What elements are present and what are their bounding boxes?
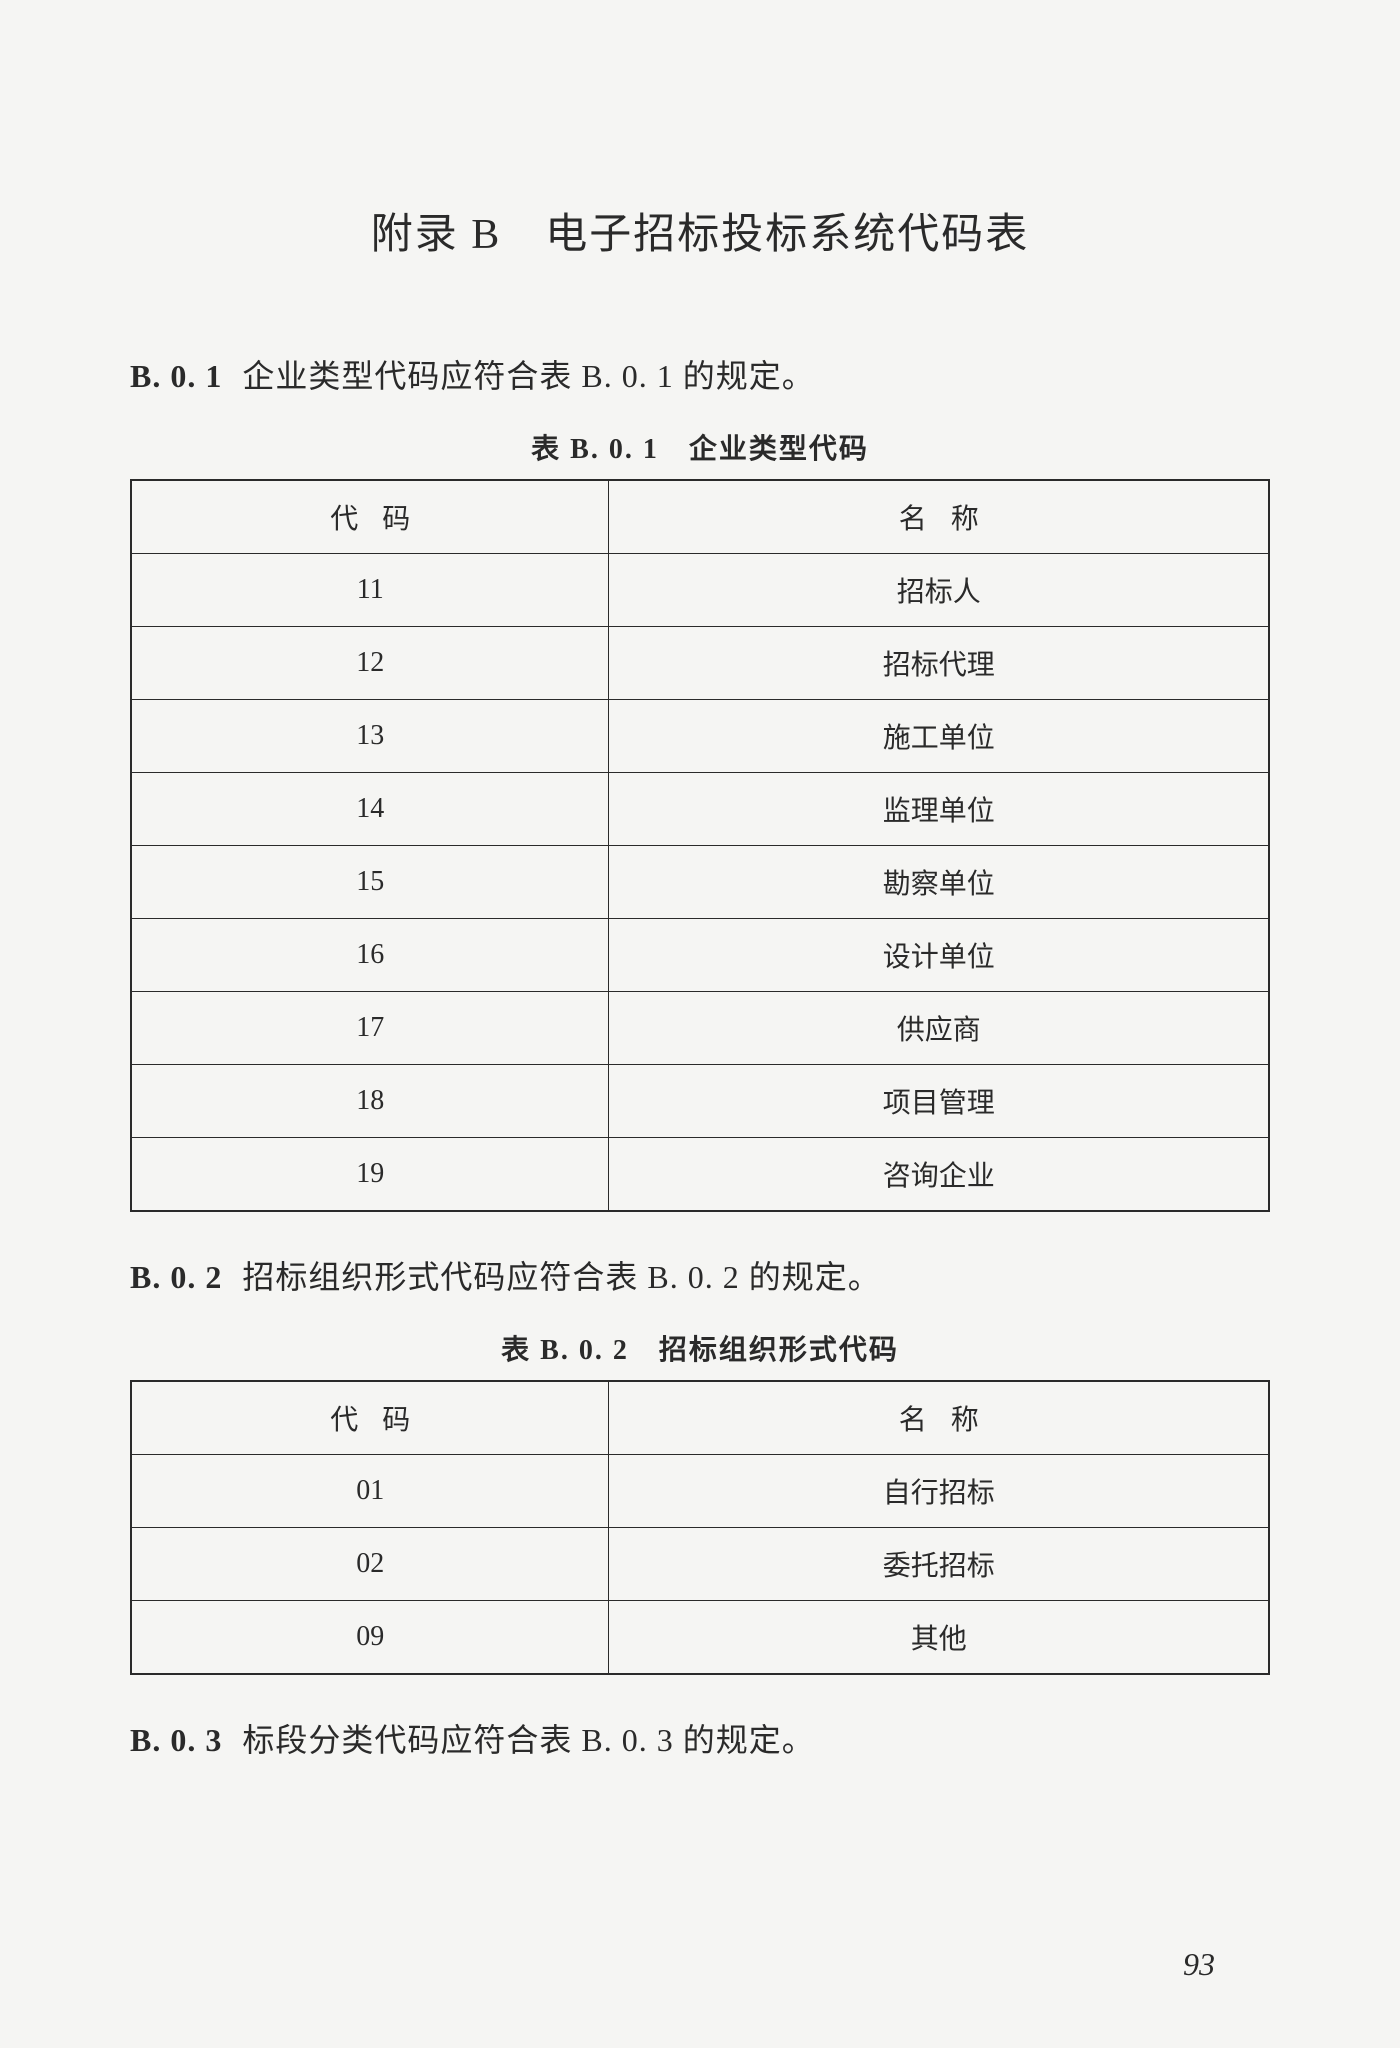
table-row: 14 监理单位 — [131, 773, 1269, 846]
cell-code: 14 — [131, 773, 609, 846]
cell-code: 17 — [131, 992, 609, 1065]
cell-code: 15 — [131, 846, 609, 919]
table-b02-caption: 表 B. 0. 2 招标组织形式代码 — [130, 1328, 1270, 1368]
table-header-name: 名称 — [609, 480, 1269, 554]
cell-name: 自行招标 — [609, 1455, 1269, 1528]
cell-name: 咨询企业 — [609, 1138, 1269, 1212]
table-header-code: 代码 — [131, 1381, 609, 1455]
section-b02-num: B. 0. 2 — [130, 1259, 222, 1295]
table-row: 13 施工单位 — [131, 700, 1269, 773]
cell-code: 18 — [131, 1065, 609, 1138]
table-row: 12 招标代理 — [131, 627, 1269, 700]
cell-code: 01 — [131, 1455, 609, 1528]
cell-name: 委托招标 — [609, 1528, 1269, 1601]
cell-name: 项目管理 — [609, 1065, 1269, 1138]
table-row: 代码 名称 — [131, 480, 1269, 554]
table-row: 17 供应商 — [131, 992, 1269, 1065]
cell-name: 设计单位 — [609, 919, 1269, 992]
section-b02-text: 招标组织形式代码应符合表 B. 0. 2 的规定。 — [242, 1259, 880, 1295]
table-row: 02 委托招标 — [131, 1528, 1269, 1601]
section-b03-header: B. 0. 3 标段分类代码应符合表 B. 0. 3 的规定。 — [130, 1715, 1270, 1761]
table-row: 代码 名称 — [131, 1381, 1269, 1455]
page-title: 附录 B 电子招标投标系统代码表 — [130, 200, 1270, 261]
cell-name: 招标人 — [609, 554, 1269, 627]
table-row: 19 咨询企业 — [131, 1138, 1269, 1212]
section-b01-num: B. 0. 1 — [130, 358, 222, 394]
cell-code: 13 — [131, 700, 609, 773]
section-b03-text: 标段分类代码应符合表 B. 0. 3 的规定。 — [242, 1722, 814, 1758]
cell-code: 02 — [131, 1528, 609, 1601]
table-row: 18 项目管理 — [131, 1065, 1269, 1138]
table-header-name: 名称 — [609, 1381, 1269, 1455]
table-b02: 代码 名称 01 自行招标 02 委托招标 09 其他 — [130, 1380, 1270, 1675]
page-number: 93 — [1183, 1946, 1215, 1983]
cell-name: 其他 — [609, 1601, 1269, 1675]
table-b01: 代码 名称 11 招标人 12 招标代理 13 施工单位 14 监理单位 15 … — [130, 479, 1270, 1212]
section-b01-header: B. 0. 1 企业类型代码应符合表 B. 0. 1 的规定。 — [130, 351, 1270, 397]
cell-name: 供应商 — [609, 992, 1269, 1065]
table-row: 16 设计单位 — [131, 919, 1269, 992]
table-header-code: 代码 — [131, 480, 609, 554]
cell-code: 11 — [131, 554, 609, 627]
table-b01-caption: 表 B. 0. 1 企业类型代码 — [130, 427, 1270, 467]
cell-code: 12 — [131, 627, 609, 700]
cell-name: 施工单位 — [609, 700, 1269, 773]
table-row: 15 勘察单位 — [131, 846, 1269, 919]
cell-code: 09 — [131, 1601, 609, 1675]
section-b02-header: B. 0. 2 招标组织形式代码应符合表 B. 0. 2 的规定。 — [130, 1252, 1270, 1298]
cell-name: 勘察单位 — [609, 846, 1269, 919]
section-b01-text: 企业类型代码应符合表 B. 0. 1 的规定。 — [242, 358, 814, 394]
cell-name: 监理单位 — [609, 773, 1269, 846]
cell-code: 16 — [131, 919, 609, 992]
table-row: 11 招标人 — [131, 554, 1269, 627]
table-row: 01 自行招标 — [131, 1455, 1269, 1528]
cell-code: 19 — [131, 1138, 609, 1212]
cell-name: 招标代理 — [609, 627, 1269, 700]
table-row: 09 其他 — [131, 1601, 1269, 1675]
section-b03-num: B. 0. 3 — [130, 1722, 222, 1758]
